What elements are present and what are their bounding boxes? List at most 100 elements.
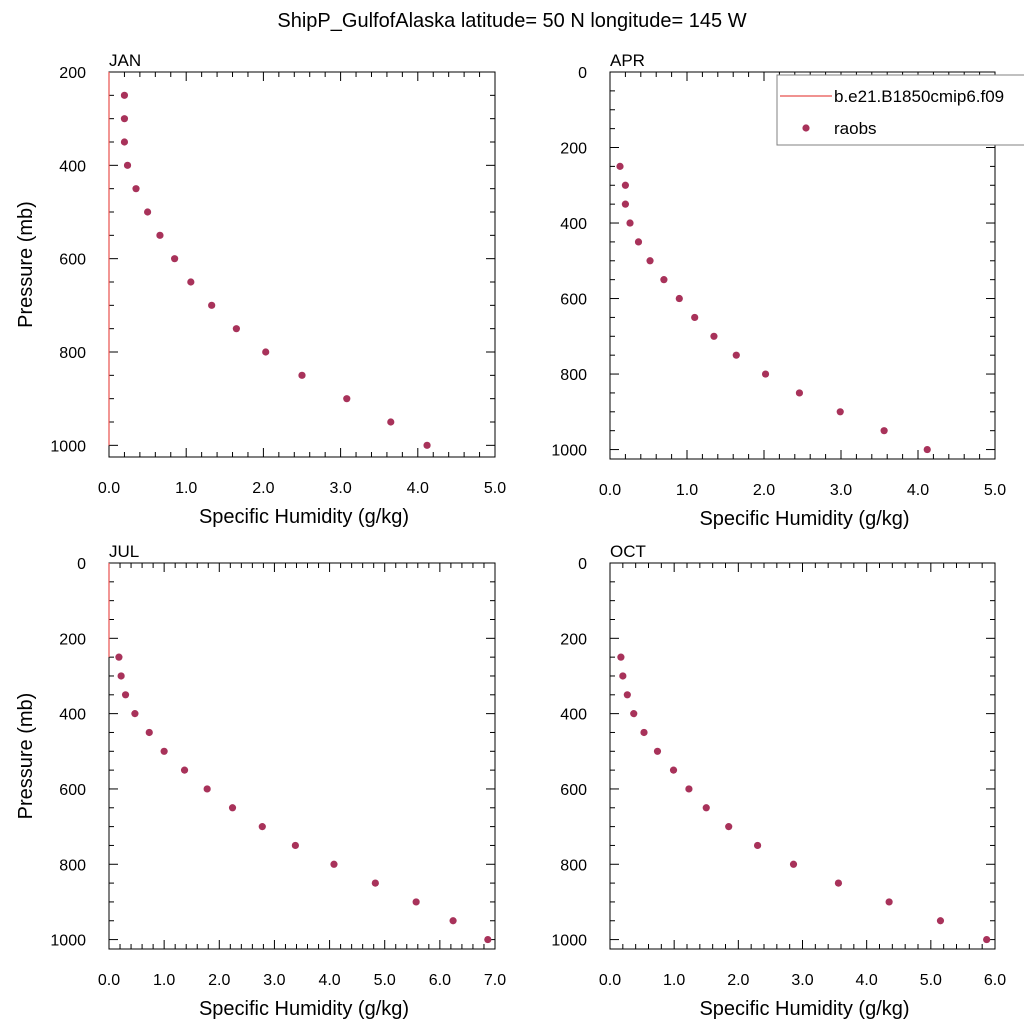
obs-point — [795, 389, 804, 397]
plot-frame — [609, 71, 996, 460]
obs-point — [117, 672, 125, 680]
x-tick-label: 4.0 — [907, 482, 929, 499]
obs-point — [789, 860, 798, 868]
legend-marker-swatch — [802, 124, 810, 132]
obs-point — [623, 691, 631, 699]
obs-point — [936, 917, 945, 925]
y-tick-label: 400 — [560, 707, 587, 724]
y-tick-label: 800 — [560, 857, 587, 874]
obs-point — [232, 325, 240, 333]
obs-point — [330, 860, 338, 868]
obs-point — [834, 879, 843, 887]
plot-frame — [108, 71, 496, 458]
x-tick-label: 2.0 — [753, 482, 775, 499]
x-axis-title: Specific Humidity (g/kg) — [699, 508, 909, 530]
obs-point — [621, 181, 630, 189]
y-tick-label: 800 — [59, 857, 86, 874]
obs-point — [298, 371, 306, 379]
obs-point — [144, 208, 152, 216]
obs-point — [423, 441, 431, 449]
obs-point — [120, 115, 129, 123]
x-tick-label: 1.0 — [663, 972, 685, 989]
obs-point — [710, 332, 718, 340]
x-tick-label: 4.0 — [856, 972, 878, 989]
x-tick-label: 2.0 — [252, 480, 274, 497]
x-tick-label: 1.0 — [175, 480, 197, 497]
obs-point — [660, 276, 668, 284]
panels: JAN 0.0 1.0 2.0 3.0 4.0 5.0 200 400 600 800 1000 Spe… — [15, 51, 1006, 1020]
obs-point — [836, 408, 844, 416]
x-tick-label: 3.0 — [263, 972, 285, 989]
panel-jul: JUL 0.0 1.0 2.0 3.0 4.0 5.0 6.0 7.0 0 200 400 600 800… — [15, 542, 506, 1020]
y-tick-label: 400 — [560, 216, 587, 233]
obs-point — [123, 161, 132, 169]
x-tick-label: 4.0 — [318, 972, 340, 989]
y-tick-label: 600 — [59, 782, 86, 799]
obs-point — [262, 348, 270, 356]
y-tick-label: 0 — [77, 556, 86, 573]
y-axis-title: Pressure (mb) — [15, 201, 37, 328]
y-tick-label: 1000 — [50, 438, 86, 455]
obs-point — [228, 804, 237, 812]
obs-point — [691, 313, 699, 322]
obs-point — [160, 747, 168, 755]
panel-title: JAN — [109, 51, 141, 70]
obs-point — [621, 200, 630, 208]
obs-point — [387, 418, 395, 426]
x-tick-label: 5.0 — [984, 482, 1006, 499]
obs-point — [640, 728, 648, 737]
obs-point — [880, 427, 888, 435]
y-tick-label: 800 — [560, 367, 587, 384]
x-axis-title: Specific Humidity (g/kg) — [199, 998, 409, 1020]
y-tick-label: 200 — [59, 631, 86, 648]
obs-point — [725, 823, 733, 831]
obs-point — [131, 710, 139, 718]
y-tick-label: 600 — [59, 252, 86, 269]
y-tick-label: 1000 — [551, 933, 587, 950]
obs-point — [115, 653, 123, 661]
y-tick-label: 800 — [59, 345, 86, 362]
obs-point — [180, 766, 189, 774]
obs-point — [187, 278, 195, 286]
y-axis-title: Pressure (mb) — [15, 693, 37, 820]
obs-point — [156, 231, 164, 239]
obs-point — [685, 785, 693, 793]
obs-point — [923, 445, 931, 454]
y-tick-label: 200 — [560, 631, 587, 648]
plot-frame — [609, 562, 996, 950]
obs-point — [145, 728, 153, 737]
y-tick-label: 600 — [560, 782, 587, 799]
x-tick-label: 3.0 — [791, 972, 813, 989]
obs-point — [653, 747, 662, 755]
obs-point — [616, 162, 624, 170]
obs-point — [619, 672, 627, 680]
panel-title: OCT — [610, 542, 646, 561]
obs-point — [120, 91, 129, 99]
obs-point — [753, 841, 762, 850]
x-tick-label: 6.0 — [429, 972, 451, 989]
legend: b.e21.B1850cmip6.f09 raobs — [776, 74, 1024, 146]
x-tick-label: 5.0 — [920, 972, 942, 989]
x-tick-label: 1.0 — [676, 482, 698, 499]
obs-point — [675, 294, 683, 303]
x-tick-label: 4.0 — [407, 480, 429, 497]
x-axis-title: Specific Humidity (g/kg) — [699, 998, 909, 1020]
legend-label: b.e21.B1850cmip6.f09 — [834, 87, 1004, 106]
y-tick-label: 600 — [560, 292, 587, 309]
obs-point — [885, 898, 893, 906]
obs-point — [702, 804, 710, 812]
panel-title: JUL — [109, 542, 139, 561]
y-tick-label: 200 — [59, 65, 86, 82]
y-tick-label: 400 — [59, 158, 86, 175]
x-axis-title: Specific Humidity (g/kg) — [199, 506, 409, 528]
obs-point — [343, 395, 351, 403]
y-tick-label: 0 — [578, 65, 587, 82]
legend-box — [776, 74, 1024, 146]
x-tick-label: 0.0 — [599, 972, 621, 989]
obs-point — [258, 823, 266, 831]
x-tick-label: 6.0 — [984, 972, 1006, 989]
y-tick-label: 200 — [560, 141, 587, 158]
obs-point — [171, 255, 179, 263]
obs-point — [732, 351, 740, 359]
